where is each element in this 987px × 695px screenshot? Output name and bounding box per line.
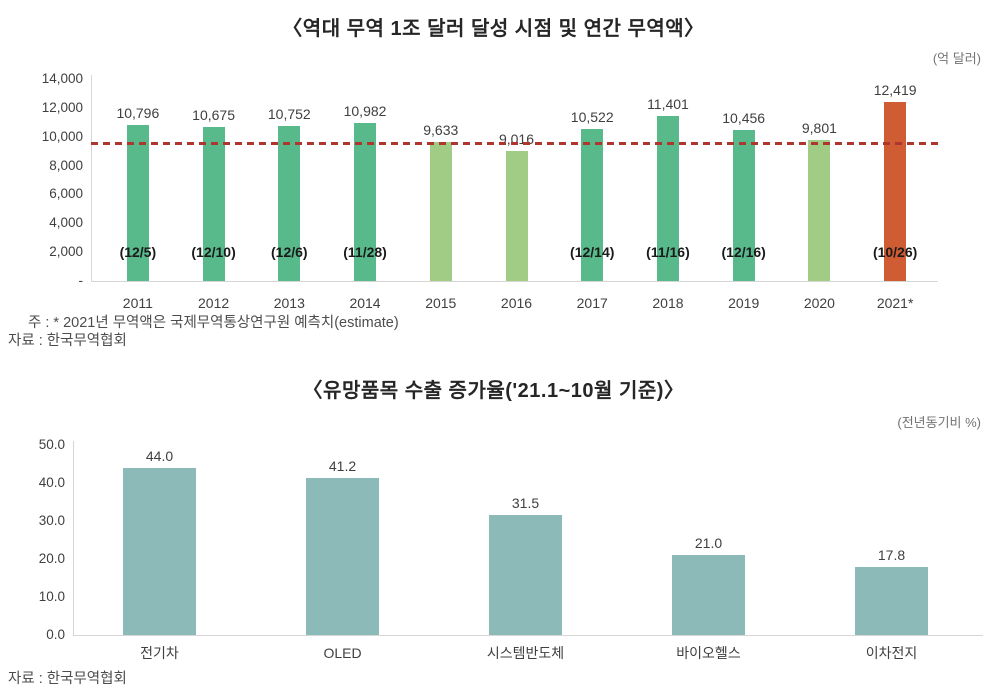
trade-x-tick-label: 2019 — [728, 295, 760, 311]
export-x-tick-label: OLED — [323, 645, 362, 661]
trade-bar-value-label: 10,522 — [570, 109, 614, 126]
export-bar-value-label: 31.5 — [511, 495, 540, 512]
trade-chart-title: 〈역대 무역 1조 달러 달성 시점 및 연간 무역액〉 — [282, 18, 705, 40]
export-y-axis-line — [73, 441, 74, 636]
export-bar — [123, 467, 196, 635]
trade-x-tick-label: 2016 — [500, 295, 533, 311]
trade-y-tick-label: 6,000 — [49, 186, 83, 202]
trade-bar — [884, 101, 907, 281]
trade-y-tick-label: 10,000 — [41, 128, 83, 144]
trade-bar — [581, 129, 604, 281]
trade-bar-date-label: (10/26) — [872, 244, 918, 260]
export-chart-title: 〈유망품목 수출 증가율('21.1~10월 기준)〉 — [302, 380, 685, 402]
export-bar — [855, 567, 928, 635]
export-y-tick-label: 20.0 — [38, 551, 65, 566]
trade-bar-date-label: (11/28) — [343, 244, 387, 260]
trade-x-tick-label: 2018 — [652, 295, 684, 311]
export-y-tick-label: 0.0 — [46, 627, 65, 642]
trade-bar-date-label: (12/5) — [119, 244, 157, 260]
trade-bar — [656, 116, 679, 281]
trade-bar — [278, 125, 301, 281]
trade-x-tick-label: 2013 — [273, 295, 305, 311]
export-bar — [672, 555, 745, 635]
trade-bar — [354, 122, 377, 281]
trade-bar-date-label: (12/16) — [721, 244, 766, 260]
export-bar — [489, 515, 562, 635]
trade-y-tick-label: 2,000 — [49, 244, 83, 260]
export-chart-source: 자료 : 한국무역협회 — [8, 671, 127, 687]
trade-chart-unit-label: (억 달러) — [932, 51, 981, 66]
trade-bar-value-label: 10,456 — [722, 110, 766, 127]
trade-bar-value-label: 10,752 — [267, 105, 311, 122]
export-bar-value-label: 17.8 — [877, 547, 906, 564]
export-y-tick-label: 30.0 — [38, 513, 65, 528]
trade-x-tick-label: 2017 — [576, 295, 608, 311]
trade-x-tick-label: 2012 — [198, 295, 230, 311]
trade-y-tick-label: 8,000 — [49, 157, 83, 173]
export-x-tick-label: 바이오헬스 — [676, 645, 741, 661]
trade-chart-source: 자료 : 한국무역협회 — [8, 333, 127, 349]
trade-reference-line — [91, 142, 943, 146]
trade-bar-value-label: 9,801 — [801, 119, 837, 136]
trade-bar-value-label: 10,675 — [192, 106, 235, 123]
trade-y-tick-label: - — [78, 273, 84, 288]
trade-bar — [429, 142, 452, 281]
trade-bar — [505, 150, 528, 281]
export-x-tick-label: 전기차 — [140, 645, 179, 661]
export-bar-value-label: 41.2 — [328, 458, 357, 475]
trade-bar — [808, 139, 831, 281]
trade-bar-date-label: (12/14) — [570, 244, 615, 260]
trade-bar-value-label: 10,982 — [343, 102, 387, 119]
export-y-tick-label: 50.0 — [38, 437, 65, 452]
trade-x-tick-label: 2021* — [876, 295, 914, 311]
export-x-tick-label: 이차전지 — [865, 645, 918, 661]
trade-x-tick-label: 2011 — [122, 295, 153, 311]
trade-bar-value-label: 10,796 — [116, 105, 160, 122]
export-x-axis-line — [73, 635, 983, 636]
trade-bar — [732, 130, 755, 281]
export-y-tick-label: 40.0 — [38, 475, 65, 490]
export-bar-value-label: 44.0 — [145, 447, 174, 464]
trade-y-tick-label: 4,000 — [49, 215, 83, 231]
trade-bar — [202, 126, 225, 281]
export-bar — [306, 478, 379, 635]
export-x-tick-label: 시스템반도체 — [486, 645, 565, 661]
export-chart-unit-label: (전년동기비 %) — [897, 415, 981, 430]
trade-bar-date-label: (11/16) — [646, 244, 690, 260]
trade-y-tick-label: 14,000 — [41, 71, 83, 86]
trade-bar-value-label: 9,633 — [423, 122, 459, 138]
trade-bar-value-label: 12,419 — [873, 81, 917, 98]
trade-x-axis-line — [91, 281, 938, 282]
trade-x-tick-label: 2014 — [349, 295, 381, 311]
trade-x-tick-label: 2015 — [425, 295, 457, 311]
trade-bar — [126, 125, 149, 281]
trade-y-axis-line — [91, 75, 92, 282]
trade-bar-value-label: 11,401 — [647, 96, 689, 113]
trade-bar-date-label: (12/10) — [191, 244, 236, 260]
trade-bar-date-label: (12/6) — [271, 244, 308, 260]
trade-y-tick-label: 12,000 — [41, 99, 83, 115]
export-y-tick-label: 10.0 — [38, 589, 65, 604]
export-bar-value-label: 21.0 — [694, 535, 723, 552]
trade-x-tick-label: 2020 — [803, 295, 835, 311]
trade-chart-note: 주 : * 2021년 무역액은 국제무역통상연구원 예측치(estimate) — [28, 315, 399, 331]
